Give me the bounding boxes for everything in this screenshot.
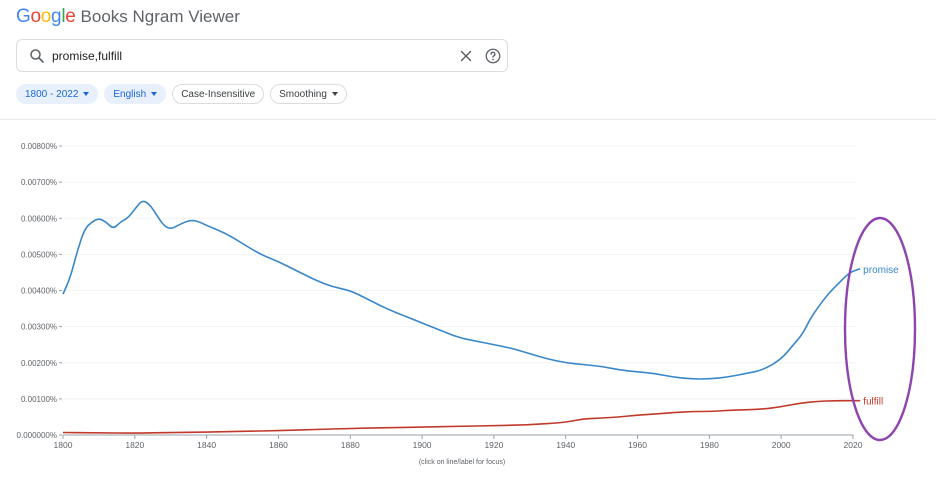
x-tick-label: 1820	[125, 440, 144, 450]
y-tick-label: 0.00400%	[21, 287, 57, 296]
dropdown-caret-icon	[331, 92, 338, 96]
divider	[0, 119, 936, 120]
help-icon[interactable]	[484, 47, 502, 65]
y-tick-label: 0.00300%	[21, 323, 57, 332]
search-input[interactable]	[52, 46, 432, 66]
logo-letter: g	[51, 6, 62, 27]
dropdown-caret-icon	[151, 92, 158, 96]
corpus-chip[interactable]: English	[104, 84, 167, 104]
year-range-label: 1800 - 2022	[25, 88, 79, 100]
x-tick-label: 1980	[700, 440, 719, 450]
google-logo[interactable]: Google	[16, 6, 76, 28]
x-tick-label: 1920	[484, 440, 503, 450]
x-tick-label: 1900	[413, 440, 432, 450]
logo-letter: o	[30, 6, 41, 27]
close-icon[interactable]	[457, 47, 475, 65]
dropdown-caret-icon	[83, 92, 90, 96]
series-label-promise[interactable]: promise	[863, 265, 899, 276]
series-line-fulfill[interactable]	[62, 399, 861, 434]
app-header: Google Books Ngram Viewer	[16, 6, 240, 30]
ngram-chart: 0.000000% 0.00100% 0.00200% 0.00300% 0.00400…	[17, 142, 917, 450]
search-icon[interactable]	[28, 47, 46, 65]
y-tick-label: 0.00800%	[21, 142, 57, 151]
corpus-label: English	[113, 88, 147, 100]
logo-letter: G	[16, 6, 31, 27]
y-tick-label: 0.00700%	[21, 178, 57, 187]
x-tick-label: 1800	[54, 440, 73, 450]
x-tick-label: 1880	[341, 440, 360, 450]
logo-letter: l	[61, 6, 66, 27]
x-tick-label: 1840	[197, 440, 216, 450]
case-insensitive-chip[interactable]: Case-Insensitive	[172, 84, 265, 104]
y-tick-label: 0.00600%	[21, 214, 57, 223]
x-tick-label: 1860	[269, 440, 288, 450]
focus-hint: (click on line/label for focus)	[418, 459, 506, 466]
series-label-fulfill[interactable]: fulfill	[863, 397, 883, 408]
x-tick-label: 1960	[628, 440, 647, 450]
y-tick-label: 0.00500%	[21, 250, 57, 259]
y-tick-label: 0.00200%	[21, 359, 57, 368]
y-tick-label: 0.00100%	[21, 395, 57, 404]
x-tick-label: 2000	[772, 440, 791, 450]
smoothing-chip[interactable]: Smoothing	[270, 84, 347, 104]
app-title: Books Ngram Viewer	[80, 7, 240, 26]
series-line-promise[interactable]	[62, 200, 861, 380]
filter-chips: 1800 - 2022 English Case-Insensitive Smo…	[16, 84, 347, 104]
annotation-circle	[843, 216, 917, 442]
year-range-chip[interactable]: 1800 - 2022	[16, 84, 99, 104]
x-tick-label: 2020	[844, 440, 863, 450]
case-insensitive-label: Case-Insensitive	[181, 88, 256, 100]
x-tick-label: 1940	[556, 440, 575, 450]
search-box[interactable]	[16, 39, 508, 72]
y-tick-label: 0.000000%	[17, 431, 57, 440]
smoothing-label: Smoothing	[279, 88, 327, 100]
logo-letter: o	[40, 6, 52, 27]
logo-letter: e	[65, 6, 76, 27]
